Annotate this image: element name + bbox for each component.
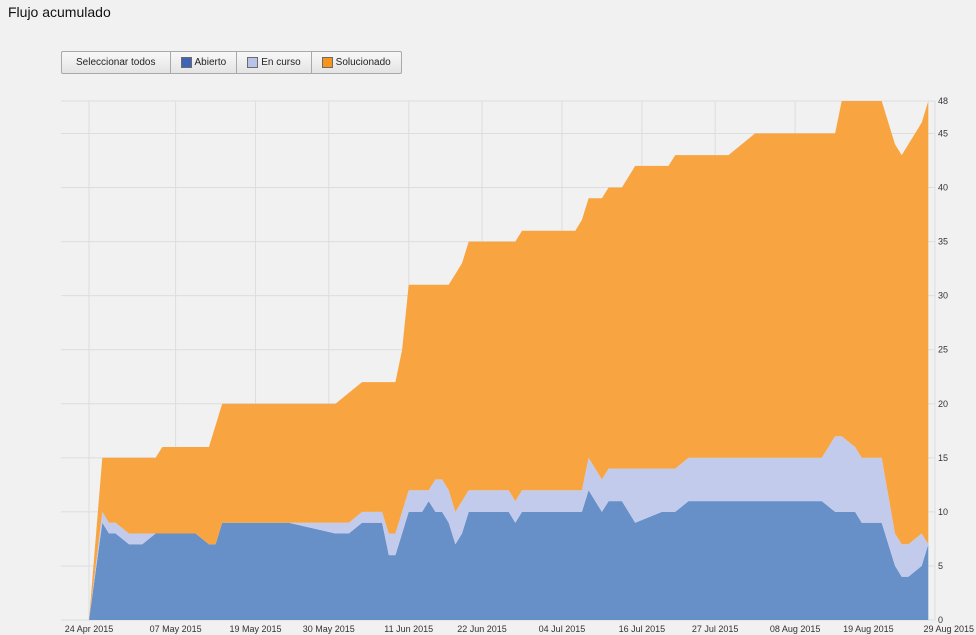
x-tick-label: 16 Jul 2015	[619, 624, 666, 634]
y-tick-label: 5	[938, 561, 943, 571]
x-tick-label: 08 Aug 2015	[770, 624, 821, 634]
y-tick-label: 20	[938, 399, 948, 409]
x-tick-label: 19 May 2015	[230, 624, 282, 634]
x-tick-label: 30 May 2015	[303, 624, 355, 634]
y-tick-label: 0	[938, 615, 943, 625]
x-tick-label: 07 May 2015	[150, 624, 202, 634]
en-curso-swatch	[247, 57, 259, 68]
y-tick-label: 15	[938, 453, 948, 463]
y-tick-label: 10	[938, 507, 948, 517]
y-tick-label: 30	[938, 291, 948, 301]
solucionado-area	[89, 101, 929, 620]
select-all-button[interactable]: Seleccionar todos	[62, 52, 171, 73]
legend-en-curso-toggle[interactable]: En curso	[237, 52, 312, 73]
chart-legend: Seleccionar todos Abierto En curso Soluc…	[61, 51, 402, 74]
legend-abierto-toggle[interactable]: Abierto	[171, 52, 238, 73]
en-curso-area	[89, 436, 929, 620]
solucionado-swatch	[321, 57, 333, 68]
legend-abierto-label: Abierto	[194, 57, 227, 68]
y-tick-label: 40	[938, 183, 948, 193]
abierto-area	[89, 490, 929, 620]
x-tick-label: 27 Jul 2015	[692, 624, 739, 634]
y-axis-ticks: 0 5 10 15 20 25 30 35 40 45 48	[938, 96, 948, 625]
x-tick-label: 19 Aug 2015	[843, 624, 894, 634]
page-title: Flujo acumulado	[8, 4, 111, 20]
y-tick-label: 48	[938, 96, 948, 106]
abierto-swatch	[180, 57, 192, 68]
x-tick-label: 11 Jun 2015	[384, 624, 433, 634]
y-tick-label: 45	[938, 128, 948, 138]
x-tick-label: 24 Apr 2015	[65, 624, 114, 634]
x-tick-label: 04 Jul 2015	[539, 624, 586, 634]
legend-solucionado-label: Solucionado	[335, 57, 391, 68]
x-axis-ticks: 24 Apr 2015 07 May 2015 19 May 2015 30 May …	[65, 624, 974, 634]
x-tick-label: 22 Jun 2015	[457, 624, 507, 634]
stacked-areas	[89, 101, 929, 620]
legend-en-curso-label: En curso	[261, 57, 301, 68]
y-tick-label: 35	[938, 237, 948, 247]
x-tick-label: 29 Aug 2015	[923, 624, 974, 634]
y-tick-label: 25	[938, 345, 948, 355]
legend-solucionado-toggle[interactable]: Solucionado	[312, 52, 401, 73]
